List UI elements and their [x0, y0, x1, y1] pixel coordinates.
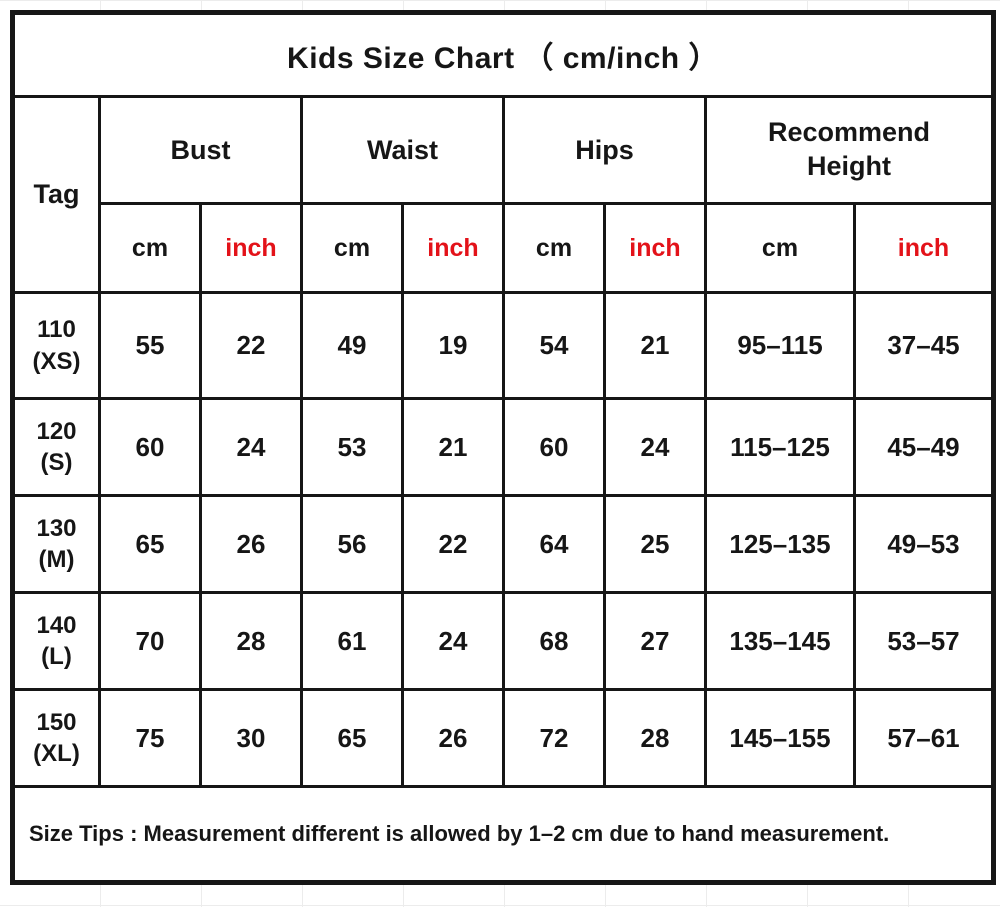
tag-cell: 140 (L)	[11, 591, 101, 691]
value-cell-waist-cm: 61	[300, 591, 404, 691]
unit-hips-inch: inch	[603, 202, 707, 294]
value-cell-height-cm: 115–125	[704, 397, 856, 497]
value-cell-waist-inch: 19	[401, 291, 505, 400]
value-cell-height-inch: 37–45	[853, 291, 995, 400]
value-cell-hips-cm: 60	[502, 397, 606, 497]
value-cell-hips-cm: 54	[502, 291, 606, 400]
size-row: 120 (S) 60 24 53 21 60 24 115–125 45–49	[11, 397, 995, 497]
column-header-tag: Tag	[11, 95, 101, 294]
value-cell-waist-cm: 49	[300, 291, 404, 400]
column-header-waist: Waist	[300, 95, 505, 205]
unit-height-inch: inch	[853, 202, 995, 294]
unit-header-row: cm inch cm inch cm inch cm inch	[13, 202, 995, 294]
value-cell-bust-cm: 65	[98, 494, 202, 594]
value-cell-height-inch: 45–49	[853, 397, 995, 497]
column-header-hips: Hips	[502, 95, 707, 205]
value-cell-hips-cm: 68	[502, 591, 606, 691]
size-tips-note: Size Tips : Measurement different is all…	[11, 785, 995, 884]
unit-bust-cm: cm	[98, 202, 202, 294]
tag-cell: 150 (XL)	[11, 688, 101, 788]
value-cell-height-inch: 57–61	[853, 688, 995, 788]
value-cell-waist-inch: 22	[401, 494, 505, 594]
value-cell-hips-cm: 72	[502, 688, 606, 788]
value-cell-hips-inch: 25	[603, 494, 707, 594]
unit-hips-cm: cm	[502, 202, 606, 294]
value-cell-waist-inch: 21	[401, 397, 505, 497]
value-cell-hips-inch: 28	[603, 688, 707, 788]
value-cell-waist-cm: 56	[300, 494, 404, 594]
value-cell-hips-cm: 64	[502, 494, 606, 594]
title-row: Kids Size Chart （ cm/inch ）	[11, 11, 995, 98]
value-cell-height-cm: 95–115	[704, 291, 856, 400]
size-row: 140 (L) 70 28 61 24 68 27 135–145 53–57	[11, 591, 995, 691]
unit-height-cm: cm	[704, 202, 856, 294]
size-rows: 110 (XS) 55 22 49 19 54 21 95–115 37–45 120 (S) 60…	[11, 291, 995, 788]
value-cell-bust-cm: 60	[98, 397, 202, 497]
tag-cell: 110 (XS)	[11, 291, 101, 400]
tag-cell: 130 (M)	[11, 494, 101, 594]
kids-size-chart: Kids Size Chart （ cm/inch ） Tag Bust Wai…	[10, 10, 996, 885]
value-cell-bust-cm: 75	[98, 688, 202, 788]
value-cell-height-cm: 145–155	[704, 688, 856, 788]
value-cell-bust-inch: 24	[199, 397, 303, 497]
column-header-recommend-height: Recommend Height	[704, 95, 995, 205]
value-cell-hips-inch: 27	[603, 591, 707, 691]
unit-waist-cm: cm	[300, 202, 404, 294]
group-header-row: Tag Bust Waist Hips Recommend Height	[11, 95, 995, 294]
tips-row: Size Tips : Measurement different is all…	[11, 785, 995, 884]
value-cell-height-cm: 125–135	[704, 494, 856, 594]
value-cell-bust-inch: 28	[199, 591, 303, 691]
value-cell-bust-inch: 26	[199, 494, 303, 594]
value-cell-height-cm: 135–145	[704, 591, 856, 691]
size-row: 110 (XS) 55 22 49 19 54 21 95–115 37–45	[11, 291, 995, 400]
value-cell-bust-cm: 70	[98, 591, 202, 691]
unit-waist-inch: inch	[401, 202, 505, 294]
value-cell-bust-cm: 55	[98, 291, 202, 400]
size-row: 130 (M) 65 26 56 22 64 25 125–135 49–53	[11, 494, 995, 594]
value-cell-bust-inch: 22	[199, 291, 303, 400]
unit-bust-inch: inch	[199, 202, 303, 294]
value-cell-waist-inch: 26	[401, 688, 505, 788]
value-cell-hips-inch: 24	[603, 397, 707, 497]
value-cell-hips-inch: 21	[603, 291, 707, 400]
size-row: 150 (XL) 75 30 65 26 72 28 145–155 57–61	[11, 688, 995, 788]
value-cell-waist-inch: 24	[401, 591, 505, 691]
tag-cell: 120 (S)	[11, 397, 101, 497]
value-cell-waist-cm: 65	[300, 688, 404, 788]
value-cell-height-inch: 49–53	[853, 494, 995, 594]
chart-title: Kids Size Chart （ cm/inch ）	[11, 11, 995, 98]
size-chart-table: Kids Size Chart （ cm/inch ） Tag Bust Wai…	[10, 10, 996, 885]
value-cell-waist-cm: 53	[300, 397, 404, 497]
column-header-bust: Bust	[98, 95, 303, 205]
value-cell-height-inch: 53–57	[853, 591, 995, 691]
value-cell-bust-inch: 30	[199, 688, 303, 788]
